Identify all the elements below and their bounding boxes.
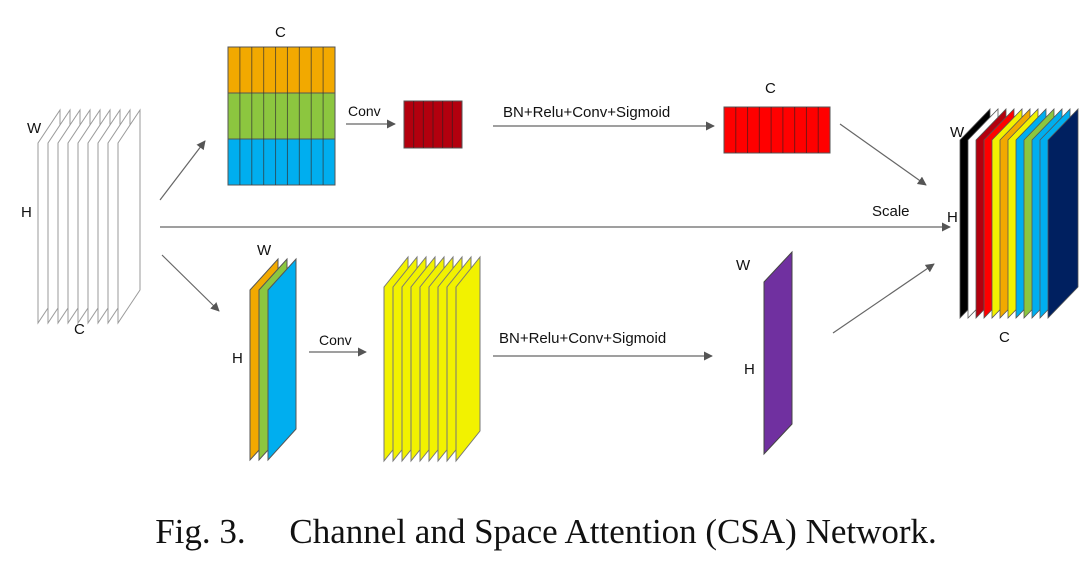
space-w-label: W <box>257 242 272 259</box>
channel-weight-c-label: C <box>765 80 776 97</box>
space-weight-w-label: W <box>736 257 751 274</box>
csa-network-diagram: W H C C Conv BN+Relu+Conv+Sigmoid C Scal… <box>21 24 1079 463</box>
arrow-input-to-space <box>161 254 220 312</box>
figure-caption: Fig. 3. Channel and Space Attention (CSA… <box>0 512 1092 552</box>
scale-label: Scale <box>872 203 910 220</box>
space-ops-label: BN+Relu+Conv+Sigmoid <box>499 330 666 347</box>
space-conv-stack <box>383 255 481 463</box>
caption-text: Channel and Space Attention (CSA) Networ… <box>289 512 937 551</box>
channel-conv-label: Conv <box>348 103 381 119</box>
output-w-label: W <box>950 124 965 141</box>
space-weight-map <box>763 250 793 456</box>
input-w-label: W <box>27 120 42 137</box>
channel-ops-label: BN+Relu+Conv+Sigmoid <box>503 104 670 121</box>
input-feature-map-stack <box>37 108 141 325</box>
channel-c-label: C <box>275 24 286 41</box>
output-c-label: C <box>999 329 1010 346</box>
output-feature-map-stack <box>959 108 1079 319</box>
space-h-label: H <box>232 350 243 367</box>
input-sheet <box>117 108 141 325</box>
space-conv-label: Conv <box>319 332 352 348</box>
space-split-stack <box>249 257 297 462</box>
space-sheet <box>267 257 297 462</box>
space-weight-h-label: H <box>744 361 755 378</box>
channel-weight-block <box>723 106 831 154</box>
output-h-label: H <box>947 209 958 226</box>
caption-number: Fig. 3. <box>155 512 246 551</box>
channel-conv-block <box>403 100 463 149</box>
caption-gap <box>246 512 290 551</box>
input-c-label: C <box>74 321 85 338</box>
space-conv-sheet <box>455 255 481 463</box>
output-sheet <box>1047 108 1079 319</box>
channel-split-block <box>227 46 336 186</box>
arrow-channel-to-output <box>839 123 927 186</box>
arrows <box>159 119 951 361</box>
arrow-input-to-channel <box>159 140 206 201</box>
input-h-label: H <box>21 204 32 221</box>
arrow-space-to-output <box>832 263 935 334</box>
